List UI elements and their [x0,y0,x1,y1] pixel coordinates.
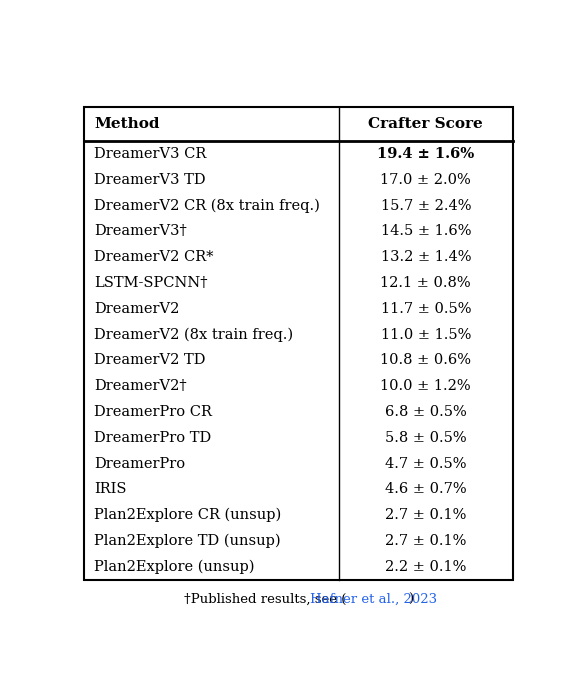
Text: DreamerPro: DreamerPro [94,457,185,471]
Text: DreamerV3†: DreamerV3† [94,224,187,239]
Text: ): ) [409,593,414,607]
Text: 19.4 ± 1.6%: 19.4 ± 1.6% [377,147,474,161]
Text: 10.0 ± 1.2%: 10.0 ± 1.2% [381,380,471,393]
Text: DreamerV3 TD: DreamerV3 TD [94,173,205,187]
Text: 2.7 ± 0.1%: 2.7 ± 0.1% [385,534,466,548]
Text: DreamerV3 CR: DreamerV3 CR [94,147,206,161]
Text: Hafner et al., 2023: Hafner et al., 2023 [310,593,437,607]
Text: 17.0 ± 2.0%: 17.0 ± 2.0% [381,173,471,187]
Text: DreamerV2 TD: DreamerV2 TD [94,353,205,367]
Text: 15.7 ± 2.4%: 15.7 ± 2.4% [381,199,471,213]
Text: Plan2Explore CR (unsup): Plan2Explore CR (unsup) [94,508,281,522]
Text: 5.8 ± 0.5%: 5.8 ± 0.5% [385,431,467,445]
Text: 2.2 ± 0.1%: 2.2 ± 0.1% [385,560,466,573]
Text: 4.7 ± 0.5%: 4.7 ± 0.5% [385,457,467,471]
Text: 6.8 ± 0.5%: 6.8 ± 0.5% [385,405,467,419]
Text: DreamerV2 CR*: DreamerV2 CR* [94,250,214,264]
Text: 12.1 ± 0.8%: 12.1 ± 0.8% [381,276,471,290]
Text: DreamerV2 CR (8x train freq.): DreamerV2 CR (8x train freq.) [94,199,320,213]
Text: 13.2 ± 1.4%: 13.2 ± 1.4% [381,250,471,264]
Bar [84,107,513,580]
Text: Plan2Explore (unsup): Plan2Explore (unsup) [94,560,254,574]
Text: DreamerPro CR: DreamerPro CR [94,405,212,419]
Text: DreamerV2: DreamerV2 [94,302,179,316]
Text: 4.6 ± 0.7%: 4.6 ± 0.7% [385,482,467,496]
Text: 2.7 ± 0.1%: 2.7 ± 0.1% [385,508,466,522]
Text: †Published results, see (: †Published results, see ( [184,593,346,607]
Text: DreamerPro TD: DreamerPro TD [94,431,211,445]
Text: Method: Method [94,117,159,131]
Text: 10.8 ± 0.6%: 10.8 ± 0.6% [380,353,471,367]
Text: 11.7 ± 0.5%: 11.7 ± 0.5% [381,302,471,316]
Text: Crafter Score: Crafter Score [368,117,483,131]
Text: DreamerV2†: DreamerV2† [94,380,187,393]
Text: 11.0 ± 1.5%: 11.0 ± 1.5% [381,328,471,342]
Text: LSTM-SPCNN†: LSTM-SPCNN† [94,276,207,290]
Text: IRIS: IRIS [94,482,126,496]
Text: DreamerV2 (8x train freq.): DreamerV2 (8x train freq.) [94,328,293,342]
Text: Plan2Explore TD (unsup): Plan2Explore TD (unsup) [94,533,281,548]
Text: 14.5 ± 1.6%: 14.5 ± 1.6% [381,224,471,239]
